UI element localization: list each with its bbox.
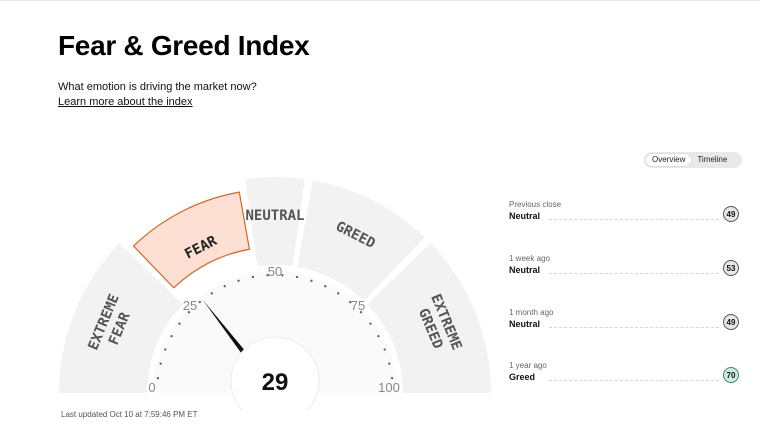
history-score-badge: 49 [723,314,739,330]
gauge-tick-dot [170,334,173,338]
gauge-hub [230,336,320,410]
history-leader-line [549,273,719,274]
overview-toggle-button[interactable]: Overview [646,154,692,166]
history-period: Previous close [509,200,562,209]
gauge-tick-label-50: 50 [268,264,282,279]
gauge-segment-neutral [245,177,305,267]
history-rating: Neutral [509,319,541,329]
gauge-tick-dot [159,362,162,365]
gauge-tick-dot [310,279,313,282]
timeline-toggle-button[interactable]: Timeline [697,155,728,164]
page-subtitle: What emotion is driving the market now? [58,81,257,93]
gauge-segment-extreme-fear [59,243,183,393]
gauge-dial-face [153,271,397,393]
gauge-tick-dot [377,334,380,338]
history-score-badge: 70 [723,367,739,383]
view-toggle: Overview Timeline [644,152,742,168]
history-period: 1 week ago [509,254,550,263]
gauge-segment-extreme-greed [367,243,491,393]
top-divider [0,0,760,1]
history-item-1-year-ago: 1 year ago Greed 70 [509,361,741,387]
history-score-badge: 49 [723,206,739,222]
history-item-1-week-ago: 1 week ago Neutral 53 [509,254,741,280]
gauge-tick-label-100: 100 [378,380,400,395]
history-leader-line [549,380,719,381]
gauge-tick-dot [295,275,299,279]
gauge-tick-dot [390,377,394,380]
gauge-tick-dot [337,292,340,295]
last-updated-text: Last updated Oct 10 at 7:59:46 PM ET [61,410,198,419]
history-item-1-month-ago: 1 month ago Neutral 49 [509,308,741,334]
gauge-tick-dot [324,285,327,288]
gauge-segment-greed [297,180,425,301]
history-period: 1 year ago [509,361,547,370]
history-leader-line [549,327,719,328]
gauge-tick-dot [237,279,240,282]
gauge-tick-dot [187,311,191,314]
fear-greed-gauge: EXTREMEFEARFEARNEUTRALGREEDEXTREMEGREED0… [59,177,491,410]
gauge-tick-dot [198,300,201,304]
history-period: 1 month ago [509,308,554,317]
history-rating: Neutral [509,211,541,221]
gauge-value: 29 [262,369,289,396]
gauge-tick-label-25: 25 [183,298,197,313]
gauge-tick-dot [369,322,372,325]
gauge-tick-dot [349,300,352,304]
gauge-tick-dot [156,377,160,380]
history-leader-line [549,219,719,220]
gauge-tick-dot [359,311,363,314]
gauge-tick-label-75: 75 [351,298,365,313]
history-score-badge: 53 [723,260,739,276]
gauge-tick-dot [223,285,226,288]
gauge-tick-dot [251,275,255,279]
gauge-tick-dot [178,322,181,325]
gauge-tick-dot [164,348,167,351]
history-item-previous-close: Previous close Neutral 49 [509,200,741,226]
gauge-segment-fear [132,191,251,289]
gauge-tick-label-0: 0 [148,380,155,395]
learn-more-link[interactable]: Learn more about the index [58,96,193,108]
gauge-tick-dot [210,292,213,295]
gauge-tick-dot [266,274,269,277]
history-rating: Greed [509,372,536,382]
gauge-tick-dot [281,274,284,277]
gauge-segment-label-neutral: NEUTRAL [245,208,304,224]
history-rating: Neutral [509,265,541,275]
gauge-tick-dot [388,362,391,365]
page-title: Fear & Greed Index [58,30,310,61]
gauge-tick-dot [383,348,386,351]
